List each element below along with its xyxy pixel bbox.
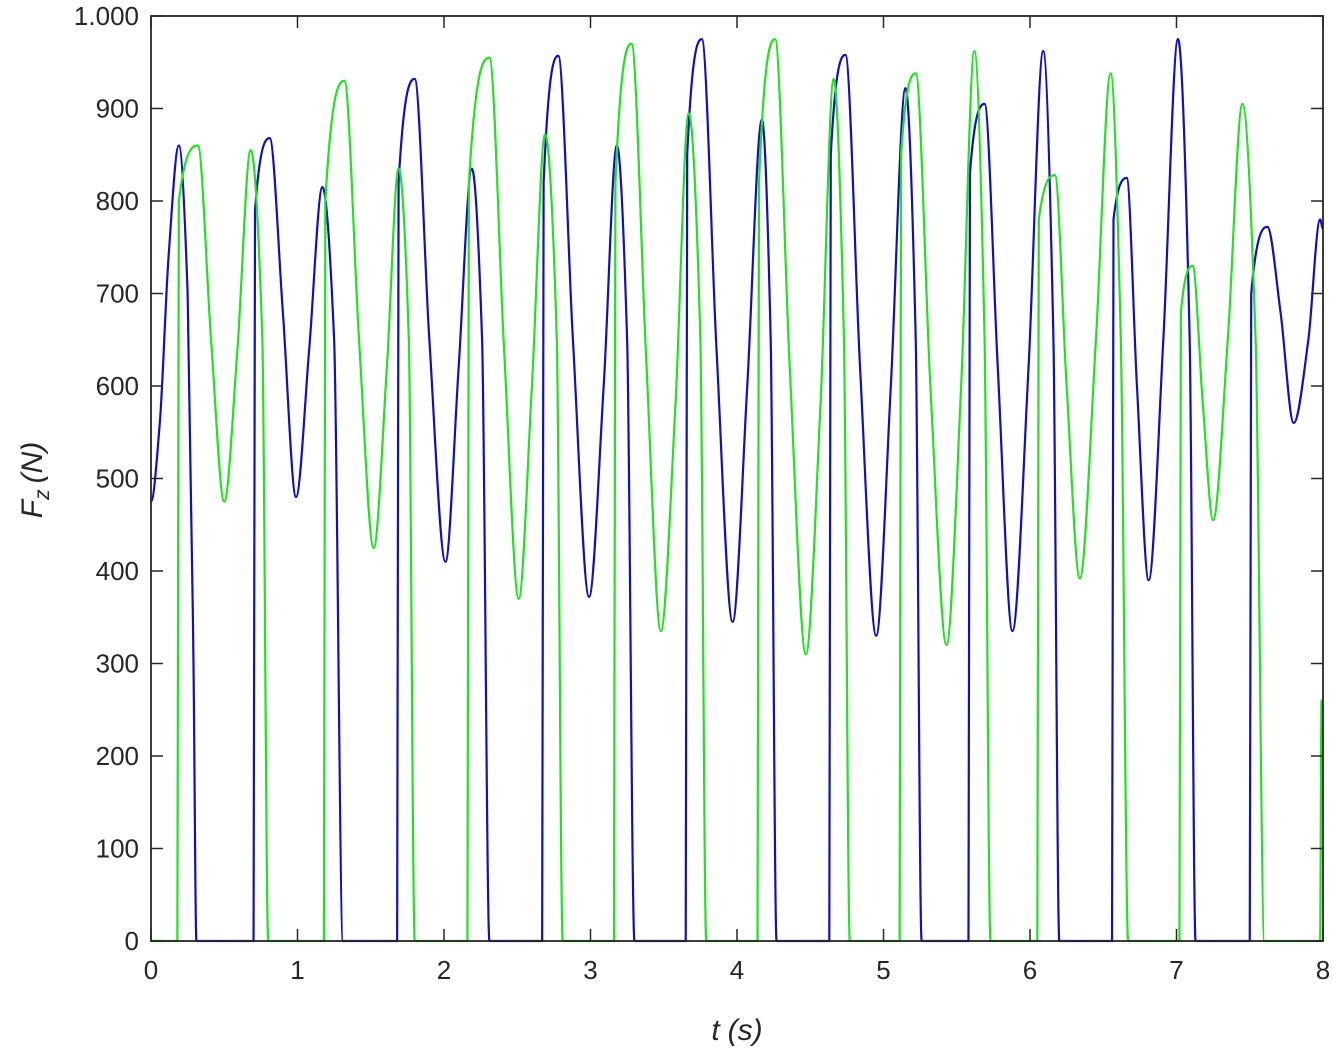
y-label-subscript: z [31,489,54,501]
y-tick-label: 200 [96,741,139,771]
x-tick-label: 1 [290,955,304,985]
x-tick-label: 8 [1316,955,1330,985]
data-line [151,38,1323,943]
y-tick-label: 900 [96,94,139,124]
plot-frame [150,15,1324,942]
x-tick-label: 2 [437,955,451,985]
y-axis-label: Fz (N) [16,442,54,518]
y-tick-label: 800 [96,186,139,216]
x-tick-label: 3 [583,955,597,985]
y-tick-label: 400 [96,556,139,586]
y-tick-label: 300 [96,649,139,679]
y-tick-label: 100 [96,834,139,864]
x-tick-label: 7 [1169,955,1183,985]
y-tick-label: 500 [96,464,139,494]
y-tick-label: 700 [96,279,139,309]
x-tick-label: 5 [876,955,890,985]
y-tick-label: 0 [125,926,139,956]
x-axis-label: t (s) [711,1014,762,1047]
y-tick-label: 1.000 [74,1,139,31]
x-tick-label: 0 [144,955,158,985]
data-line [149,38,1325,943]
y-tick-label: 600 [96,371,139,401]
x-label-unit: (s) [728,1014,763,1047]
x-tick-label: 6 [1023,955,1037,985]
y-label-unit: (N) [16,442,49,484]
x-tick-label: 4 [730,955,744,985]
y-label-symbol: F [16,498,49,518]
x-label-symbol: t [711,1014,721,1047]
